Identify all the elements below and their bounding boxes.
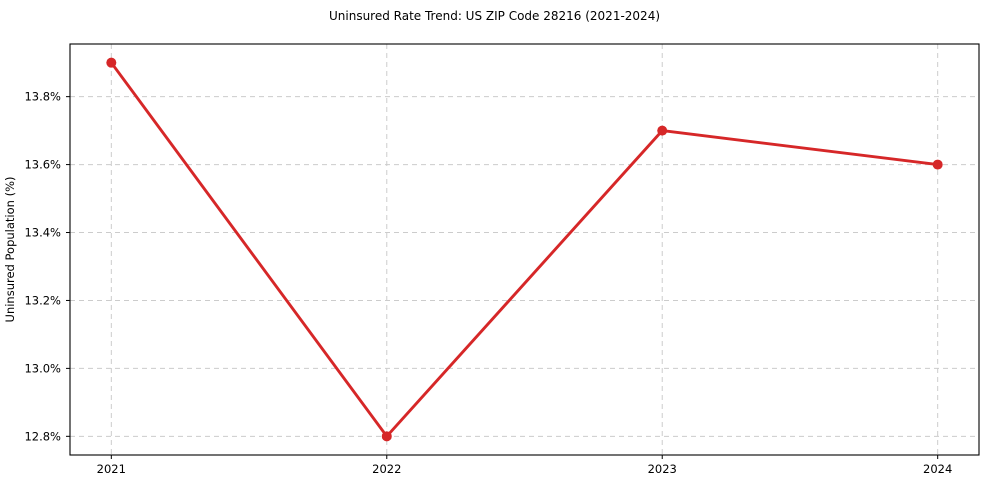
chart-title: Uninsured Rate Trend: US ZIP Code 28216 … [328, 9, 661, 23]
y-tick-label: 13.6% [24, 158, 61, 172]
y-tick-label: 12.8% [24, 429, 61, 443]
trend-line [109, 61, 940, 438]
data-point [106, 57, 117, 68]
y-tick-label: 13.8% [24, 90, 61, 104]
y-tick-label: 13.4% [24, 226, 61, 240]
y-tick-label: 13.0% [24, 361, 61, 375]
x-tick-label: 2024 [923, 462, 952, 476]
plot-border [69, 43, 980, 456]
y-tick-label: 13.2% [24, 293, 61, 307]
y-axis-label: Uninsured Population (%) [3, 177, 17, 323]
data-point [932, 159, 943, 170]
x-tick-label: 2021 [97, 462, 126, 476]
data-point [657, 125, 668, 136]
data-point [381, 431, 392, 442]
x-tick-label: 2023 [648, 462, 677, 476]
x-tick-label: 2022 [372, 462, 401, 476]
